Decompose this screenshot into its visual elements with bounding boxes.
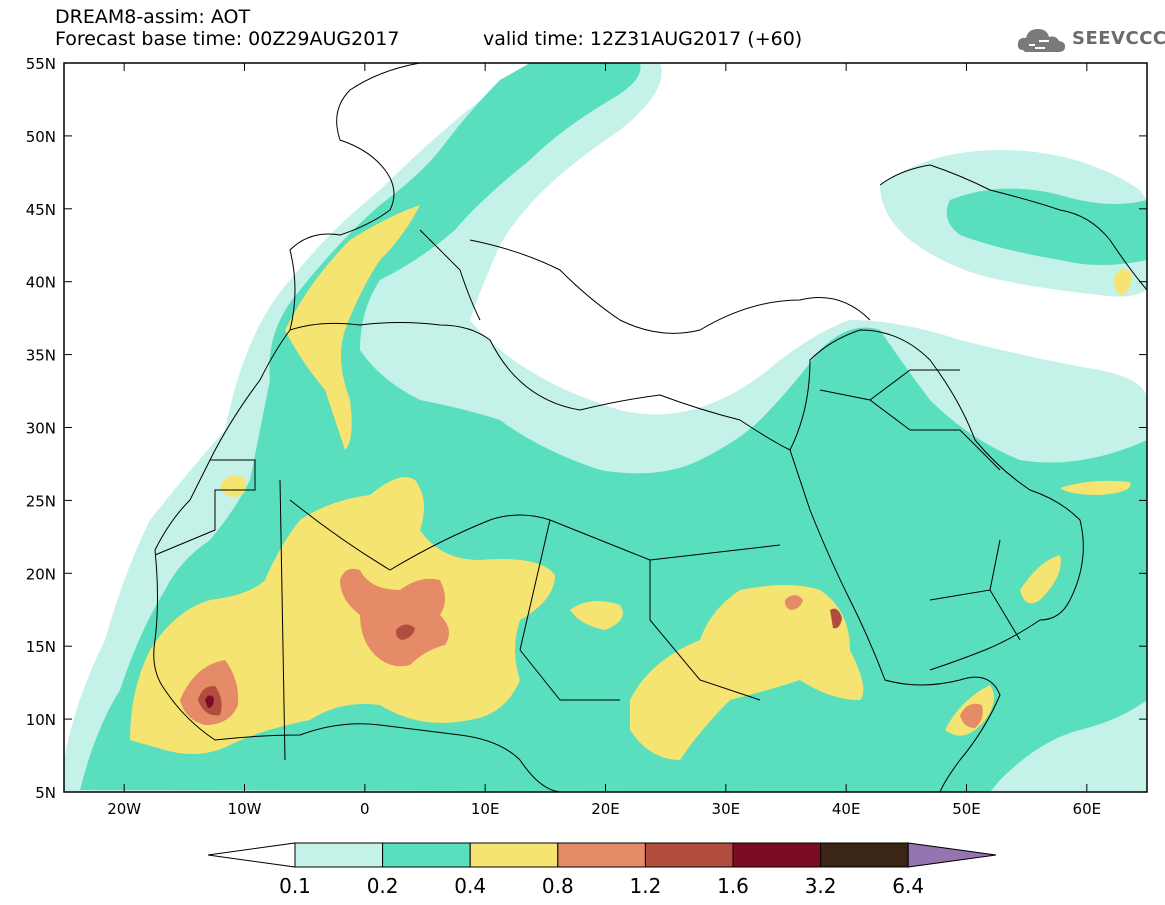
lon-label: 20E: [591, 800, 620, 818]
colorbar-segment: [469, 842, 559, 868]
lat-label: 50N: [26, 128, 56, 146]
aot-colorbar: 0.1 0.2 0.4 0.8 1.2 1.6 3.2 6.4: [207, 842, 997, 898]
colorbar-label: 0.4: [454, 874, 486, 898]
seevccc-logo: SEEVCCC: [1015, 20, 1165, 60]
lat-label: 35N: [26, 347, 56, 365]
lat-label: 25N: [26, 492, 56, 510]
colorbar-under-arrow: [207, 842, 296, 868]
colorbar-label: 0.2: [367, 874, 399, 898]
colorbar-over-arrow: [907, 842, 997, 868]
lon-label: 50E: [952, 800, 981, 818]
latitude-axis: 55N 50N 45N 40N 35N 30N 25N 20N 15N 10N 5N: [26, 55, 1147, 802]
lat-label: 10N: [26, 711, 56, 729]
colorbar-label: 6.4: [892, 874, 924, 898]
coastlines: [153, 63, 1147, 792]
colorbar-segment: [382, 842, 471, 868]
map-title: DREAM8-assim: AOT: [55, 6, 251, 28]
colorbar-segment: [732, 842, 822, 868]
colorbar-label: 3.2: [805, 874, 837, 898]
valid-time: valid time: 12Z31AUG2017 (+60): [483, 28, 803, 50]
lat-label: 15N: [26, 638, 56, 656]
lon-label: 10E: [471, 800, 500, 818]
colorbar-label: 0.1: [279, 874, 311, 898]
lon-label: 20W: [107, 800, 141, 818]
longitude-axis: 20W 10W 0 10E 20E 30E 40E 50E 60E: [107, 63, 1101, 818]
colorbar-label: 0.8: [542, 874, 574, 898]
lon-label: 10W: [228, 800, 262, 818]
colorbar-label: 1.6: [717, 874, 749, 898]
aot-band-0.8: [180, 568, 983, 728]
lat-label: 40N: [26, 274, 56, 292]
aot-field: [64, 63, 1147, 792]
lat-label: 30N: [26, 420, 56, 438]
colorbar-segment: [294, 842, 384, 868]
lon-label: 0: [360, 800, 370, 818]
colorbar-label: 1.2: [629, 874, 661, 898]
lat-label: 45N: [26, 201, 56, 219]
colorbar-segment: [820, 842, 909, 868]
cloud-icon: [1017, 29, 1066, 52]
lat-label: 55N: [26, 55, 56, 73]
aot-band-1.6: [205, 695, 214, 708]
lat-label: 20N: [26, 565, 56, 583]
forecast-base-time: Forecast base time: 00Z29AUG2017: [55, 28, 400, 50]
colorbar-segment: [644, 842, 734, 868]
lat-label: 5N: [35, 784, 56, 802]
logo-text: SEEVCCC: [1072, 28, 1165, 49]
colorbar-segment: [557, 842, 646, 868]
lon-label: 60E: [1073, 800, 1102, 818]
lon-label: 40E: [832, 800, 861, 818]
lon-label: 30E: [712, 800, 741, 818]
